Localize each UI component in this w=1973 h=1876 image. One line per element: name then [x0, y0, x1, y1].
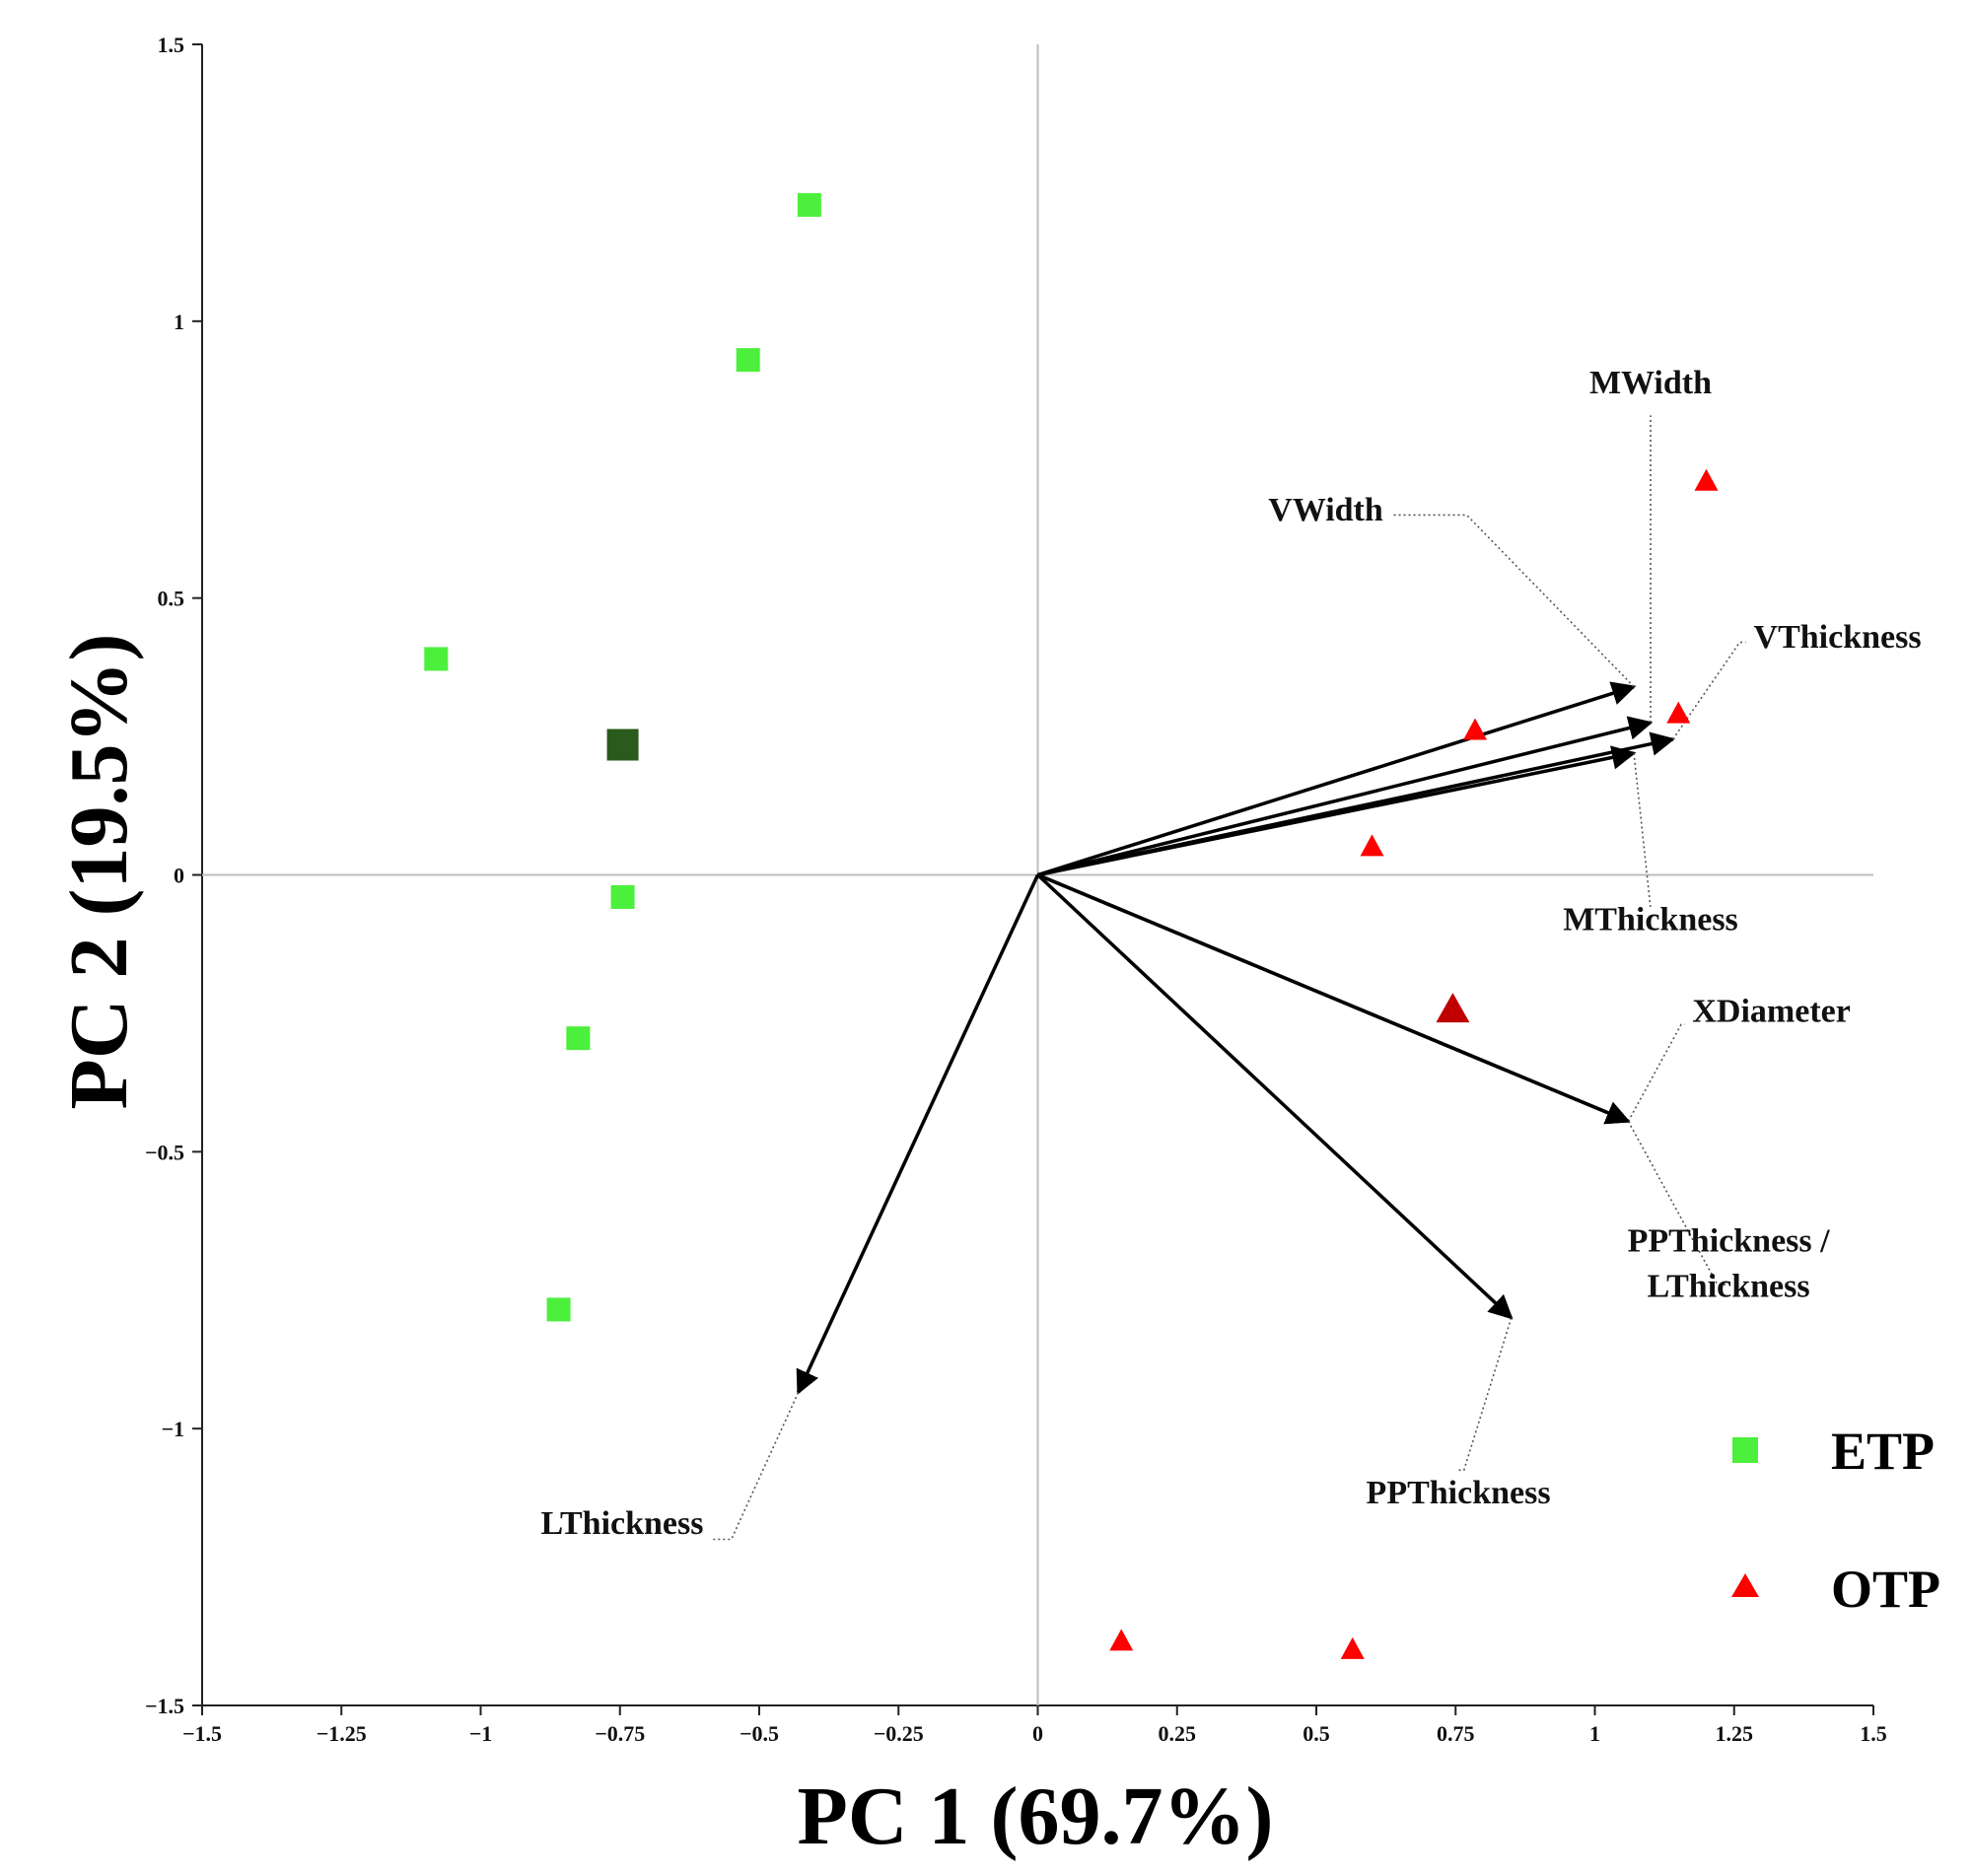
leader-line — [1671, 641, 1746, 740]
otp-point — [1360, 834, 1384, 857]
loading-vectors — [711, 415, 1746, 1541]
x-tick-label: −0.5 — [740, 1721, 779, 1746]
leader-line — [1633, 752, 1652, 909]
y-tick-label: 1.5 — [158, 33, 185, 57]
x-tick-label: 0.25 — [1159, 1721, 1197, 1746]
etp-point — [546, 1297, 571, 1322]
legend-etp-marker — [1732, 1437, 1758, 1463]
x-tick-label: −1.25 — [317, 1721, 367, 1746]
leader-line — [711, 1392, 800, 1541]
legend: ETP OTP — [1731, 1422, 1940, 1619]
leader-line — [1627, 1121, 1729, 1285]
legend-otp-marker — [1731, 1573, 1759, 1597]
x-tick-label: 0 — [1032, 1721, 1043, 1746]
y-tick-label: −1 — [161, 1417, 184, 1441]
x-tick-label: 1 — [1589, 1721, 1600, 1746]
otp-point — [1694, 468, 1719, 491]
vector-label: PPThickness — [1367, 1475, 1551, 1511]
otp-point — [1666, 701, 1691, 724]
x-tick-label: 1.5 — [1860, 1721, 1887, 1746]
etp-point — [566, 1026, 591, 1051]
otp-centroid — [1436, 993, 1470, 1023]
legend-otp-label: OTP — [1831, 1560, 1940, 1619]
y-tick-label: −1.5 — [145, 1694, 184, 1718]
x-tick-label: 0.75 — [1437, 1721, 1475, 1746]
x-axis-title: PC 1 (69.7%) — [798, 1771, 1274, 1862]
loading-arrow — [1037, 716, 1654, 877]
loading-arrow — [1036, 872, 1631, 1125]
loading-arrow — [1037, 745, 1637, 877]
y-tick-label: 1 — [174, 310, 184, 334]
vector-label: VWidth — [1268, 492, 1383, 528]
legend-etp-label: ETP — [1831, 1422, 1935, 1481]
y-axis-title: PC 2 (19.5%) — [53, 634, 145, 1110]
leader-line — [1458, 1317, 1513, 1472]
score-points — [424, 192, 1719, 1659]
vector-labels: VWidth MWidth VThickness MThickness XDiamete… — [540, 365, 1921, 1542]
loading-arrow — [1036, 681, 1637, 877]
x-tick-label: −1.5 — [182, 1721, 222, 1746]
leader-line — [1627, 1023, 1685, 1122]
loading-arrow — [796, 873, 1040, 1395]
vector-label: MWidth — [1589, 365, 1712, 401]
x-tick-label: 0.5 — [1303, 1721, 1330, 1746]
axis-layer: −1.5 −1.25 −1 −0.75 −0.5 −0.25 0 0.25 0.5 0.75 1 1.… — [145, 33, 1887, 1746]
x-tick-label: −1 — [469, 1721, 493, 1746]
x-tick-label: 1.25 — [1716, 1721, 1754, 1746]
y-tick-label: 0 — [174, 864, 184, 888]
vector-label-line2: LThickness — [1648, 1268, 1810, 1304]
vector-label: PPThickness / — [1628, 1222, 1831, 1259]
loading-arrow — [1036, 873, 1514, 1320]
vector-label: XDiameter — [1692, 993, 1850, 1029]
etp-point — [797, 192, 821, 217]
y-tick-label: −0.5 — [145, 1140, 184, 1164]
leader-line — [1390, 514, 1635, 688]
etp-centroid — [606, 729, 639, 761]
vector-label: LThickness — [540, 1505, 703, 1542]
x-tick-label: −0.75 — [595, 1721, 645, 1746]
vector-label: MThickness — [1563, 902, 1738, 938]
x-tick-label: −0.25 — [874, 1721, 924, 1746]
etp-point — [424, 647, 449, 671]
etp-point — [736, 348, 760, 373]
y-tick-label: 0.5 — [158, 587, 185, 611]
otp-point — [1463, 718, 1488, 740]
otp-point — [1340, 1636, 1365, 1659]
otp-point — [1109, 1629, 1134, 1651]
vector-label: VThickness — [1754, 619, 1922, 656]
etp-point — [610, 884, 635, 909]
